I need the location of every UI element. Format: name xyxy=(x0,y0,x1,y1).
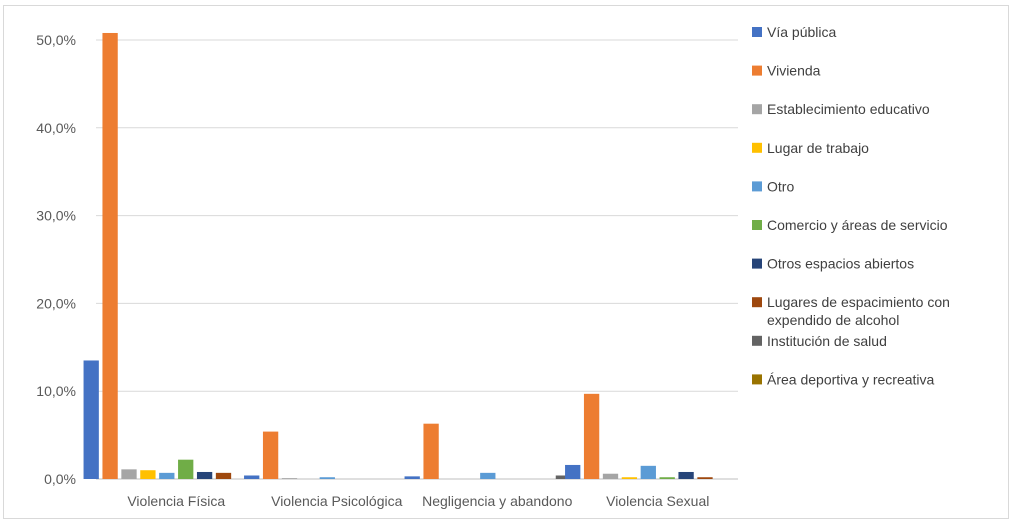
legend-swatch xyxy=(752,220,762,230)
bar xyxy=(196,471,213,479)
bar xyxy=(404,476,420,479)
bar xyxy=(178,459,194,479)
bar xyxy=(159,472,175,479)
y-axis-ticks: 0,0% 10,0% 20,0% 30,0% 40,0% 50,0% xyxy=(36,32,76,487)
legend: Vía pública Vivienda Establecimiento educa… xyxy=(752,24,950,387)
bar xyxy=(215,472,232,479)
bar xyxy=(565,464,581,479)
legend-swatch xyxy=(752,374,762,385)
bar xyxy=(102,32,118,479)
legend-label: Institución de salud xyxy=(767,333,887,349)
legend-swatch xyxy=(752,65,762,76)
y-tick-label: 10,0% xyxy=(36,383,76,399)
x-tick-label: Violencia Sexual xyxy=(606,493,709,509)
legend-label: Lugares de espacimiento con expendido de … xyxy=(767,294,950,328)
legend-swatch xyxy=(752,335,762,346)
y-tick-label: 40,0% xyxy=(36,120,76,136)
x-tick-label: Violencia Física xyxy=(127,493,225,509)
bar xyxy=(281,478,298,479)
y-tick-label: 0,0% xyxy=(44,471,76,487)
bar xyxy=(121,469,137,479)
legend-swatch xyxy=(752,104,762,115)
legend-label: Establecimiento educativo xyxy=(767,101,930,117)
legend-label: Otros espacios abiertos xyxy=(767,256,914,272)
bar xyxy=(140,470,156,479)
legend-label: Lugar de trabajo xyxy=(767,140,869,156)
legend-swatch xyxy=(752,181,762,192)
legend-swatch xyxy=(752,27,762,37)
bar xyxy=(555,475,572,479)
bar xyxy=(262,431,279,479)
bar xyxy=(640,465,656,479)
bars xyxy=(83,32,713,479)
bar xyxy=(423,423,439,479)
bar xyxy=(697,477,713,479)
x-tick-label: Violencia Psicológica xyxy=(271,493,402,509)
x-tick-label: Negligencia y abandono xyxy=(422,493,572,509)
bar xyxy=(83,360,99,479)
bar xyxy=(602,473,619,479)
legend-label: Área deportiva y recreativa xyxy=(767,371,935,387)
chart-frame xyxy=(3,5,1009,519)
bar xyxy=(480,472,496,479)
bar xyxy=(621,477,638,479)
legend-swatch xyxy=(752,297,762,308)
legend-label: Vivienda xyxy=(767,63,821,79)
bar xyxy=(244,475,260,479)
legend-label: Otro xyxy=(767,178,794,194)
bar xyxy=(659,477,675,479)
x-axis-ticks: Violencia Física Violencia Psicológica Neg… xyxy=(127,493,709,509)
y-tick-label: 50,0% xyxy=(36,32,76,48)
y-tick-label: 20,0% xyxy=(36,295,76,311)
gridlines xyxy=(96,39,738,480)
bar xyxy=(583,393,600,479)
legend-label: Vía pública xyxy=(767,24,836,40)
legend-swatch xyxy=(752,142,762,153)
y-tick-label: 30,0% xyxy=(36,208,76,224)
legend-swatch xyxy=(752,258,762,269)
legend-label: Comercio y áreas de servicio xyxy=(767,217,948,233)
bar xyxy=(319,477,335,479)
bar xyxy=(678,471,694,479)
